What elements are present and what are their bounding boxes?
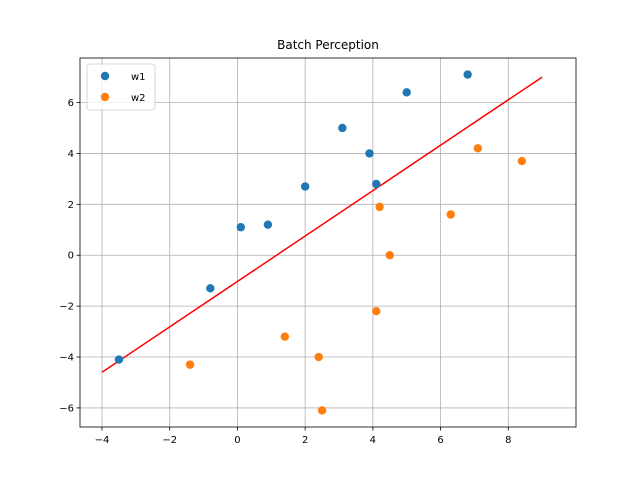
point-w1: [338, 123, 347, 133]
x-tick-label: 2: [302, 435, 308, 446]
y-tick-label: 6: [68, 98, 74, 109]
point-w1: [300, 182, 310, 191]
point-w1: [402, 88, 411, 97]
y-tick-label: 2: [68, 200, 74, 211]
y-tick-label: −2: [59, 302, 74, 313]
boundary-line: [101, 76, 543, 373]
point-w2: [375, 202, 384, 212]
point-w1: [114, 355, 124, 364]
legend-marker-w1: [100, 71, 110, 81]
x-tick-label: 8: [505, 435, 511, 446]
point-w1: [263, 220, 273, 229]
legend-label-w2: w2: [131, 93, 146, 104]
chart-title: Batch Perception: [277, 38, 379, 52]
y-tick-label: −6: [59, 403, 74, 414]
x-tick-label: 6: [437, 435, 443, 446]
x-tick-label: −2: [162, 435, 177, 446]
point-w2: [280, 332, 290, 341]
point-w2: [385, 251, 394, 260]
point-w2: [446, 210, 455, 219]
x-tick-label: 0: [234, 435, 240, 446]
point-w2: [314, 352, 323, 362]
y-tick-label: 4: [68, 149, 74, 160]
decision-boundary-line: [101, 76, 543, 373]
legend-marker-w2: [100, 92, 110, 102]
point-w1: [463, 70, 472, 79]
point-w1: [236, 223, 246, 232]
x-tick-label: −4: [95, 435, 110, 446]
plot-frame: [79, 57, 577, 428]
x-axis-ticks: −4 −2 0 2 4 6 8: [95, 427, 511, 446]
point-w2: [517, 156, 527, 166]
point-w2: [372, 307, 381, 316]
point-w1: [372, 179, 381, 189]
y-axis-ticks: −6 −4 −2 0 2 4 6: [59, 98, 80, 414]
data-points: [114, 70, 527, 415]
grid-lines: [80, 58, 576, 427]
point-w1: [206, 284, 215, 293]
y-tick-label: 0: [68, 251, 74, 262]
point-w2: [317, 406, 327, 415]
y-tick-label: −4: [59, 353, 74, 364]
point-w2: [473, 144, 483, 153]
legend: w1 w2: [86, 63, 156, 111]
legend-label-w1: w1: [131, 72, 146, 83]
point-w2: [185, 360, 195, 369]
point-w1: [365, 149, 374, 158]
x-tick-label: 4: [370, 435, 376, 446]
